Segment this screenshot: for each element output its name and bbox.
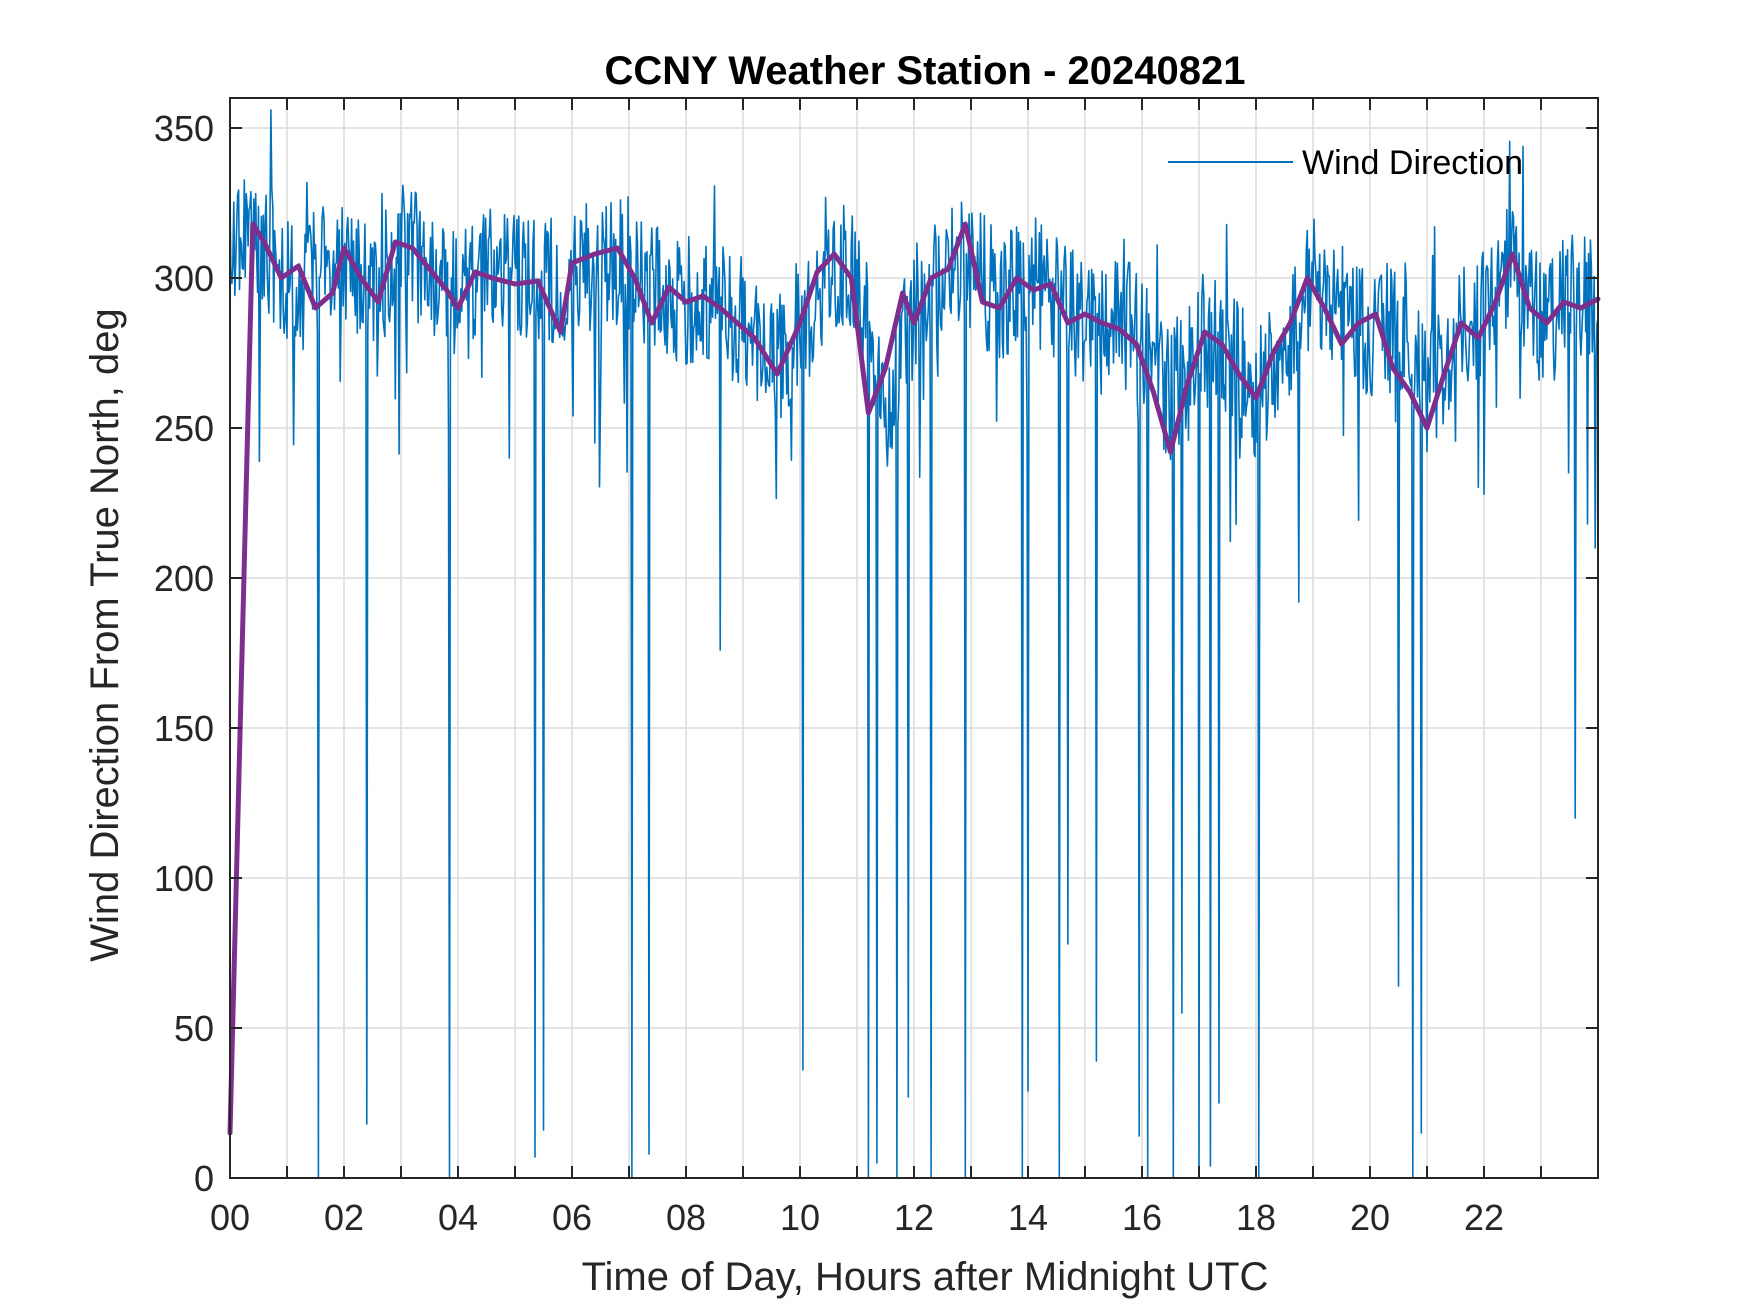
x-tick-label: 04 [438,1197,478,1238]
y-tick-label: 150 [154,708,214,749]
tick-marks [230,98,1598,1179]
y-tick-label: 300 [154,258,214,299]
y-tick-labels: 0 50 100 150 200 250 300 350 [154,108,214,1199]
y-axis-label: Wind Direction From True North, deg [83,308,127,962]
chart-title: CCNY Weather Station - 20240821 [605,49,1246,93]
x-tick-label: 12 [894,1197,934,1238]
x-tick-label: 02 [324,1197,364,1238]
y-tick-label: 50 [174,1008,214,1049]
y-tick-label: 250 [154,408,214,449]
x-tick-label: 14 [1008,1197,1048,1238]
series-line-moving-average [227,221,1601,1136]
x-tick-label: 10 [780,1197,820,1238]
y-tick-label: 200 [154,558,214,599]
y-tick-label: 350 [154,108,214,149]
x-tick-label: 18 [1236,1197,1276,1238]
x-tick-label: 20 [1350,1197,1390,1238]
x-tick-label: 22 [1464,1197,1504,1238]
y-tick-label: 0 [194,1158,214,1199]
series-line-wind-direction [229,109,1599,1179]
x-tick-label: 08 [666,1197,706,1238]
legend: Wind Direction [1168,144,1523,182]
y-tick-label: 100 [154,858,214,899]
x-tick-labels: 00 02 04 06 08 10 12 14 16 18 20 22 [210,1197,1504,1238]
x-axis-label: Time of Day, Hours after Midnight UTC [582,1255,1269,1299]
x-tick-label: 06 [552,1197,592,1238]
series-layer [227,109,1601,1179]
legend-label-wind-direction: Wind Direction [1302,144,1523,182]
x-tick-label: 16 [1122,1197,1162,1238]
x-tick-label: 00 [210,1197,250,1238]
